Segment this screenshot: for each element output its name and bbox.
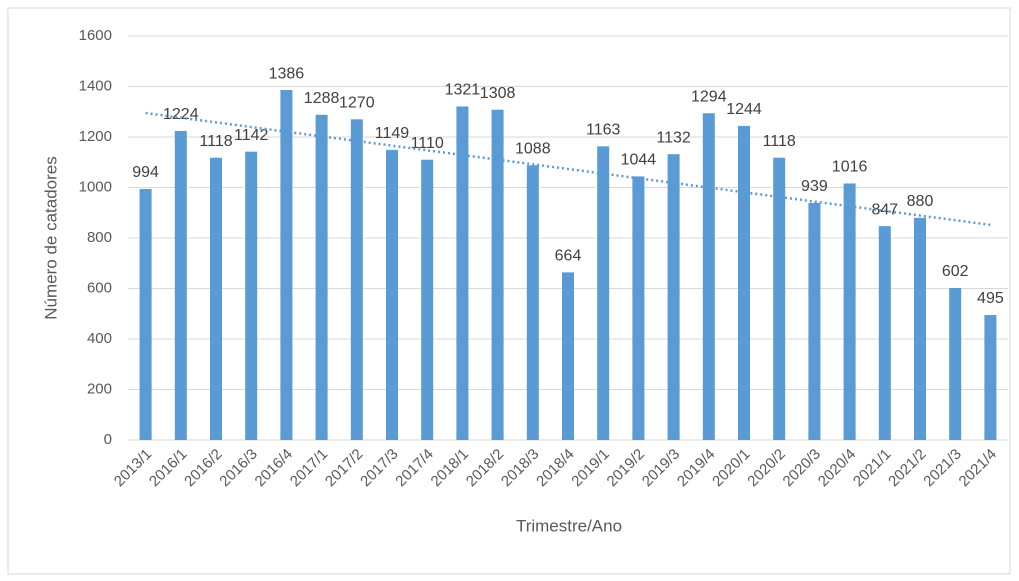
bar xyxy=(562,272,574,440)
bar xyxy=(738,125,750,440)
bar xyxy=(984,315,997,440)
data-label: 880 xyxy=(907,193,934,210)
data-label: 602 xyxy=(942,263,969,280)
bar xyxy=(914,217,926,440)
y-tick-label: 600 xyxy=(87,279,112,296)
data-label: 1149 xyxy=(375,125,410,142)
bar xyxy=(456,106,469,440)
bar xyxy=(315,114,328,440)
bar xyxy=(350,119,363,440)
bar xyxy=(808,202,821,440)
bar xyxy=(843,183,856,440)
y-tick-label: 1000 xyxy=(79,178,112,195)
data-label: 1244 xyxy=(726,101,762,118)
trendline xyxy=(145,111,991,227)
data-label: 1163 xyxy=(586,122,621,139)
bar xyxy=(210,157,222,440)
y-tick-label: 200 xyxy=(87,380,112,397)
bar xyxy=(386,149,398,440)
data-label: 495 xyxy=(977,290,1004,307)
data-label: 1118 xyxy=(763,133,796,150)
y-axis-label: Número de catadores xyxy=(41,156,60,319)
bar xyxy=(280,90,293,440)
bar xyxy=(139,189,152,440)
bar xyxy=(597,146,610,440)
bar xyxy=(174,130,187,440)
data-label: 1270 xyxy=(339,95,375,112)
bar xyxy=(667,154,680,441)
y-tick-label: 800 xyxy=(87,229,112,246)
bar xyxy=(632,176,645,440)
data-label: 1321 xyxy=(445,82,481,99)
bar xyxy=(878,226,891,440)
data-label: 1044 xyxy=(621,152,657,169)
data-label: 1132 xyxy=(656,129,691,146)
bar xyxy=(491,109,504,440)
bar xyxy=(421,159,434,440)
y-tick-label: 1600 xyxy=(79,27,112,44)
y-tick-label: 1200 xyxy=(79,128,112,145)
data-label: 1308 xyxy=(480,85,516,102)
data-label: 1386 xyxy=(269,65,305,82)
bar xyxy=(526,165,539,440)
data-label: 1110 xyxy=(411,135,444,152)
data-label: 664 xyxy=(555,248,582,265)
y-tick-label: 0 xyxy=(104,431,112,448)
bar xyxy=(702,113,715,440)
bar xyxy=(949,287,962,440)
data-label: 1016 xyxy=(832,159,868,176)
data-label: 939 xyxy=(801,178,828,195)
data-label: 1294 xyxy=(691,88,727,105)
data-label: 994 xyxy=(132,164,159,181)
bar xyxy=(245,151,258,440)
data-label: 1224 xyxy=(163,106,199,123)
bar xyxy=(773,157,786,440)
x-axis-label: Trimestre/Ano xyxy=(516,516,622,535)
y-tick-label: 400 xyxy=(87,330,112,347)
data-label: 1118 xyxy=(199,133,232,150)
y-tick-label: 1400 xyxy=(79,77,112,94)
data-label: 1142 xyxy=(234,127,269,144)
data-label: 1288 xyxy=(304,90,340,107)
data-label: 1088 xyxy=(515,140,551,157)
